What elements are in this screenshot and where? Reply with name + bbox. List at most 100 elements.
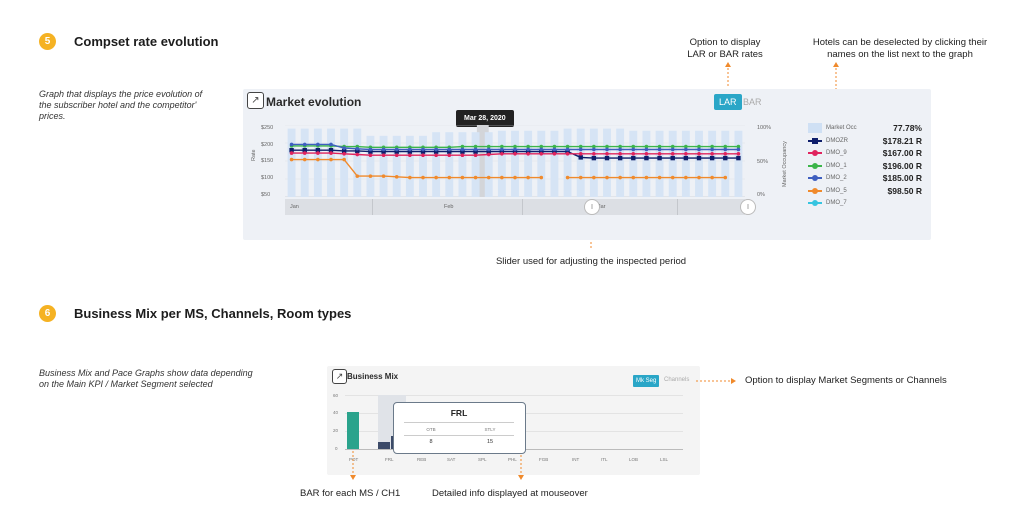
data-point[interactable] — [289, 151, 294, 155]
legend-item-dmo9[interactable]: DMO_9 $167.00 R — [808, 147, 922, 160]
data-point[interactable] — [473, 147, 478, 152]
occupancy-bar[interactable] — [668, 130, 677, 197]
data-point[interactable] — [670, 155, 675, 161]
data-point[interactable] — [526, 175, 530, 180]
data-point[interactable] — [447, 147, 452, 152]
data-point[interactable] — [592, 152, 596, 156]
data-point[interactable] — [289, 142, 294, 147]
data-point[interactable] — [539, 152, 544, 156]
data-point[interactable] — [644, 155, 649, 161]
data-point[interactable] — [697, 152, 701, 156]
data-point[interactable] — [684, 147, 688, 152]
occupancy-bar[interactable] — [497, 130, 506, 197]
data-point[interactable] — [407, 149, 413, 154]
data-point[interactable] — [447, 153, 452, 158]
data-point[interactable] — [539, 147, 544, 152]
data-point[interactable] — [500, 175, 504, 180]
data-point[interactable] — [670, 152, 675, 156]
bar-frl-otb[interactable] — [378, 442, 390, 449]
data-point[interactable] — [631, 144, 636, 149]
data-point[interactable] — [618, 152, 622, 156]
data-point[interactable] — [447, 175, 452, 180]
data-point[interactable] — [710, 147, 714, 152]
occupancy-bar[interactable] — [313, 128, 322, 197]
data-point[interactable] — [513, 175, 517, 180]
data-point[interactable] — [591, 155, 597, 161]
data-point[interactable] — [316, 157, 320, 162]
data-point[interactable] — [434, 153, 438, 158]
data-point[interactable] — [302, 142, 307, 147]
data-point[interactable] — [486, 149, 491, 154]
occupancy-bar[interactable] — [340, 128, 349, 197]
data-point[interactable] — [605, 147, 609, 152]
occupancy-bar[interactable] — [471, 132, 480, 197]
data-point[interactable] — [473, 153, 478, 158]
data-point[interactable] — [552, 147, 557, 152]
data-point[interactable] — [394, 153, 399, 158]
data-point[interactable] — [473, 149, 478, 154]
data-point[interactable] — [460, 175, 465, 180]
data-point[interactable] — [631, 175, 636, 180]
data-point[interactable] — [684, 144, 688, 149]
occupancy-bar[interactable] — [734, 130, 743, 197]
data-point[interactable] — [670, 175, 675, 180]
data-point[interactable] — [342, 146, 346, 150]
data-point[interactable] — [513, 152, 517, 156]
occupancy-bar[interactable] — [327, 128, 335, 197]
expand-icon[interactable]: ↗ — [332, 369, 347, 384]
data-point[interactable] — [539, 149, 544, 154]
data-point[interactable] — [473, 175, 478, 180]
occupancy-bar[interactable] — [708, 130, 717, 197]
data-point[interactable] — [723, 155, 728, 161]
data-point[interactable] — [368, 153, 373, 158]
data-point[interactable] — [329, 157, 333, 162]
occupancy-bar[interactable] — [550, 130, 559, 197]
lar-toggle-button[interactable]: LAR — [714, 94, 742, 110]
data-point[interactable] — [381, 174, 386, 178]
occupancy-bar[interactable] — [458, 132, 467, 197]
legend-item-dmo2[interactable]: DMO_2 $185.00 R — [808, 172, 922, 185]
data-point[interactable] — [408, 147, 412, 152]
occupancy-bar[interactable] — [695, 130, 703, 197]
data-point[interactable] — [328, 148, 334, 153]
occupancy-bar[interactable] — [616, 128, 625, 197]
data-point[interactable] — [697, 147, 701, 152]
data-point[interactable] — [421, 175, 425, 180]
occupancy-bar[interactable] — [445, 132, 454, 197]
data-point[interactable] — [684, 152, 688, 156]
occupancy-bar[interactable] — [484, 132, 493, 197]
data-point[interactable] — [486, 144, 491, 149]
data-point[interactable] — [697, 144, 701, 149]
data-point[interactable] — [657, 144, 662, 149]
legend-item-market-occ[interactable]: Market Occ 77.78% — [808, 122, 922, 135]
occupancy-bar[interactable] — [379, 135, 388, 197]
occupancy-bar[interactable] — [405, 135, 414, 197]
data-point[interactable] — [421, 147, 425, 152]
data-point[interactable] — [526, 147, 530, 152]
data-point[interactable] — [447, 149, 452, 154]
data-point[interactable] — [525, 149, 531, 154]
data-point[interactable] — [381, 149, 386, 154]
data-point[interactable] — [526, 152, 530, 156]
data-point[interactable] — [565, 144, 570, 149]
data-point[interactable] — [513, 147, 517, 152]
slider-handle-left[interactable]: || — [584, 199, 600, 215]
data-point[interactable] — [368, 147, 373, 152]
data-point[interactable] — [684, 175, 688, 180]
data-point[interactable] — [578, 144, 583, 149]
occupancy-bar[interactable] — [511, 130, 519, 197]
data-point[interactable] — [329, 142, 333, 147]
occupancy-bar[interactable] — [589, 128, 598, 197]
data-point[interactable] — [342, 152, 346, 156]
data-point[interactable] — [578, 155, 583, 160]
data-point[interactable] — [315, 148, 321, 153]
data-point[interactable] — [709, 155, 715, 161]
data-point[interactable] — [302, 148, 307, 153]
data-point[interactable] — [657, 147, 662, 152]
data-point[interactable] — [552, 144, 557, 149]
data-point[interactable] — [565, 175, 570, 180]
data-point[interactable] — [683, 155, 689, 161]
data-point[interactable] — [592, 175, 596, 180]
data-point[interactable] — [617, 155, 623, 161]
occupancy-bar[interactable] — [642, 130, 651, 197]
